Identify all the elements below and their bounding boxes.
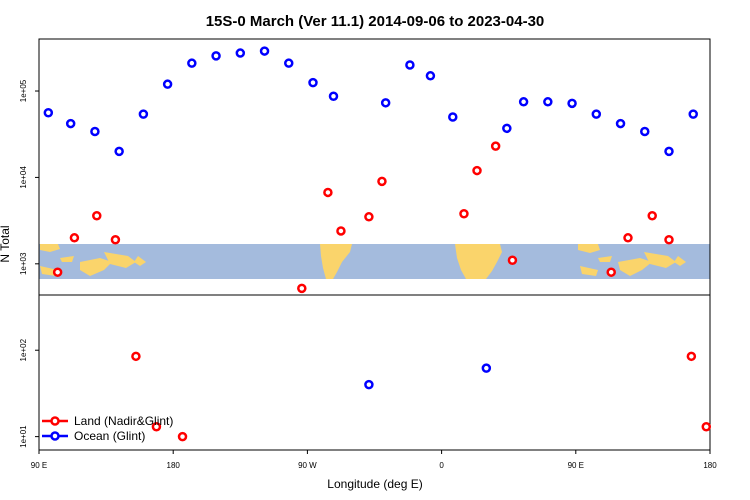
x-tick-label: 180 [703, 461, 717, 470]
ocean-data-point [380, 98, 391, 108]
land-data-point [490, 141, 501, 151]
land-data-point [606, 267, 616, 277]
land-data-point [131, 351, 141, 362]
land-data-point [297, 283, 307, 294]
land-data-point [92, 211, 102, 221]
ocean-data-point [259, 46, 270, 56]
land-data-point [110, 234, 121, 245]
land-data-point [377, 176, 387, 187]
ocean-data-point [90, 126, 100, 137]
south-america-landmass [320, 244, 352, 279]
x-tick-label: 90 E [568, 461, 584, 470]
ocean-data-point [405, 60, 415, 70]
ocean-data-point [284, 58, 294, 68]
x-tick-label: 90 W [298, 461, 317, 470]
ocean-data-point [591, 109, 602, 119]
land-data-point [364, 212, 374, 222]
ocean-data-point [364, 379, 374, 390]
land-data-point [623, 233, 633, 243]
africa-landmass [455, 244, 502, 279]
ocean-data-point [187, 58, 197, 68]
legend-land-marker [50, 416, 60, 426]
x-axis-label: Longitude (deg E) [327, 477, 422, 491]
legend-ocean-marker [50, 431, 60, 441]
land-data-point [507, 255, 518, 265]
x-tick-label: 180 [167, 461, 181, 470]
y-tick-label: 1e+01 [19, 425, 28, 448]
ocean-data-point [43, 108, 54, 118]
land-data-point [664, 234, 674, 245]
x-axis: 90 E 180 90 W 0 90 E 180 [31, 450, 717, 470]
legend-land-label: Land (Nadir&Glint) [74, 414, 173, 428]
ocean-data-point [235, 48, 246, 58]
indonesia-australia-landmass-east [578, 244, 686, 276]
ocean-data-point [502, 123, 512, 134]
x-tick-label: 0 [439, 461, 444, 470]
ocean-data-point [328, 91, 339, 101]
land-data-point [647, 211, 657, 221]
y-tick-label: 1e+02 [19, 338, 28, 361]
chart-title: 15S-0 March (Ver 11.1) 2014-09-06 to 202… [206, 13, 545, 30]
y-tick-label: 1e+04 [19, 166, 28, 189]
land-data-point [336, 226, 346, 236]
ocean-data-point [640, 126, 650, 137]
ocean-data-point [211, 51, 221, 61]
ocean-data-point [448, 112, 458, 122]
indonesia-australia-landmass-west [40, 244, 146, 276]
land-data-point [151, 422, 162, 432]
land-data-point [686, 351, 697, 362]
ocean-data-point [138, 109, 149, 119]
ocean-data-point [615, 118, 626, 129]
land-data-point [472, 165, 482, 176]
y-tick-label: 1e+03 [19, 252, 28, 275]
ocean-data-point [518, 97, 529, 107]
ocean-data-point [567, 98, 577, 109]
land-data-point [69, 233, 80, 243]
ocean-data-point [114, 146, 124, 157]
land-data-point [177, 431, 188, 442]
plot-frame [38, 38, 711, 451]
land-data-point [52, 267, 63, 277]
ocean-data-point [308, 77, 318, 88]
x-tick-label: 90 E [31, 461, 47, 470]
ocean-data-point [664, 146, 674, 157]
data-points [43, 46, 712, 442]
legend-ocean-label: Ocean (Glint) [74, 429, 145, 443]
ocean-data-point [425, 71, 436, 81]
y-axis-label: N Total [0, 225, 12, 262]
world-map-strip [39, 244, 710, 279]
ocean-data-point [688, 109, 698, 119]
y-axis: 1e+01 1e+02 1e+03 1e+04 1e+05 [19, 79, 39, 448]
ocean-data-point [481, 363, 492, 373]
land-data-point [459, 208, 469, 219]
land-data-point [323, 187, 333, 198]
ocean-data-point [65, 118, 76, 129]
ocean-data-point [162, 79, 173, 89]
legend: Land (Nadir&Glint) Ocean (Glint) [42, 414, 173, 443]
land-data-point [701, 422, 712, 432]
ocean-data-point [543, 97, 553, 107]
y-tick-label: 1e+05 [19, 79, 28, 102]
